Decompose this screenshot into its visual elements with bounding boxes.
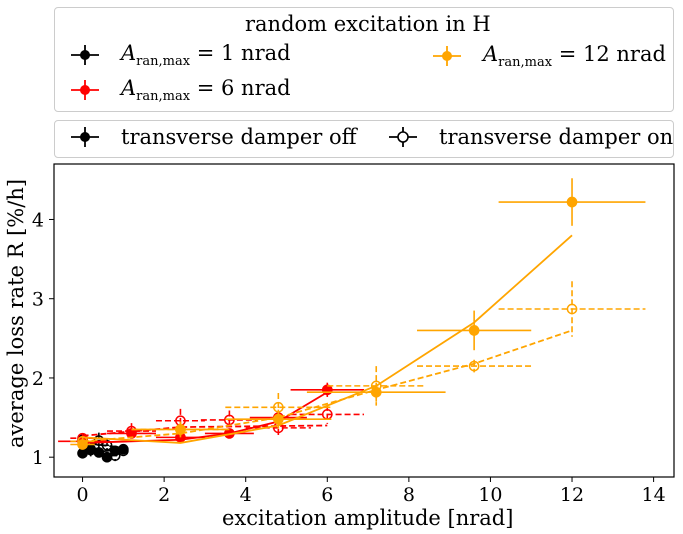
- data-point: [370, 380, 382, 392]
- y-tick-label: 3: [32, 289, 44, 311]
- data-point: [272, 401, 284, 413]
- x-tick-label: 6: [321, 484, 333, 506]
- legend-entry-1nrad: Aran,max = 1 nrad: [69, 41, 291, 69]
- plot-frame: [53, 163, 675, 478]
- legend-label-12nrad: Aran,max = 12 nrad: [483, 42, 666, 71]
- data-point: [321, 409, 333, 420]
- legend-label-1nrad: Aran,max = 1 nrad: [121, 41, 291, 70]
- series-fit-line: [82, 424, 328, 437]
- legend-entry-6nrad: Aran,max = 6 nrad: [69, 76, 291, 104]
- x-tick-label: 2: [158, 484, 170, 506]
- data-point: [101, 451, 113, 463]
- y-tick-label: 2: [32, 368, 44, 390]
- data-point: [468, 360, 480, 372]
- data-point: [566, 303, 578, 315]
- data-point: [175, 424, 186, 435]
- legend-marker-damper-on: [389, 127, 417, 147]
- y-tick-label: 1: [32, 447, 44, 469]
- x-tick-label: 8: [403, 484, 415, 506]
- x-axis-label: excitation amplitude [nrad]: [222, 506, 514, 530]
- legend-label-damper-on: transverse damper on: [439, 125, 674, 149]
- legend-damper: transverse damper off transverse damper …: [54, 120, 674, 158]
- x-tick-label: 0: [77, 484, 89, 506]
- series-fit-line: [82, 329, 573, 443]
- y-tick-label: 4: [32, 209, 44, 231]
- data-point: [126, 425, 137, 437]
- legend-label-damper-off: transverse damper off: [121, 125, 357, 149]
- series-fit-line: [82, 234, 573, 444]
- legend-marker-damper-off: [71, 127, 99, 147]
- legend-marker-black-filled: [71, 45, 99, 66]
- x-tick-label: 12: [560, 484, 584, 506]
- x-tick-label: 14: [642, 484, 666, 506]
- data-point: [109, 450, 121, 461]
- y-axis-label: average loss rate R [%/h]: [4, 178, 28, 448]
- data-point: [566, 196, 578, 208]
- data-point: [468, 325, 480, 336]
- legend-entry-damper-off: transverse damper off: [69, 125, 357, 149]
- legend-label-6nrad: Aran,max = 6 nrad: [121, 76, 291, 105]
- data-point: [77, 435, 88, 447]
- legend-marker-orange-filled: [433, 46, 461, 67]
- legend-title: random excitation in H: [245, 12, 491, 36]
- legend-marker-red-filled: [71, 80, 99, 101]
- x-tick-label: 10: [478, 484, 502, 506]
- legend-entry-12nrad: Aran,max = 12 nrad: [431, 42, 666, 70]
- data-point: [117, 445, 129, 457]
- legend-top: random excitation in H Aran,max = 1 nrad…: [54, 7, 674, 112]
- legend-entry-damper-on: transverse damper on: [387, 125, 673, 149]
- x-tick-label: 4: [240, 484, 252, 506]
